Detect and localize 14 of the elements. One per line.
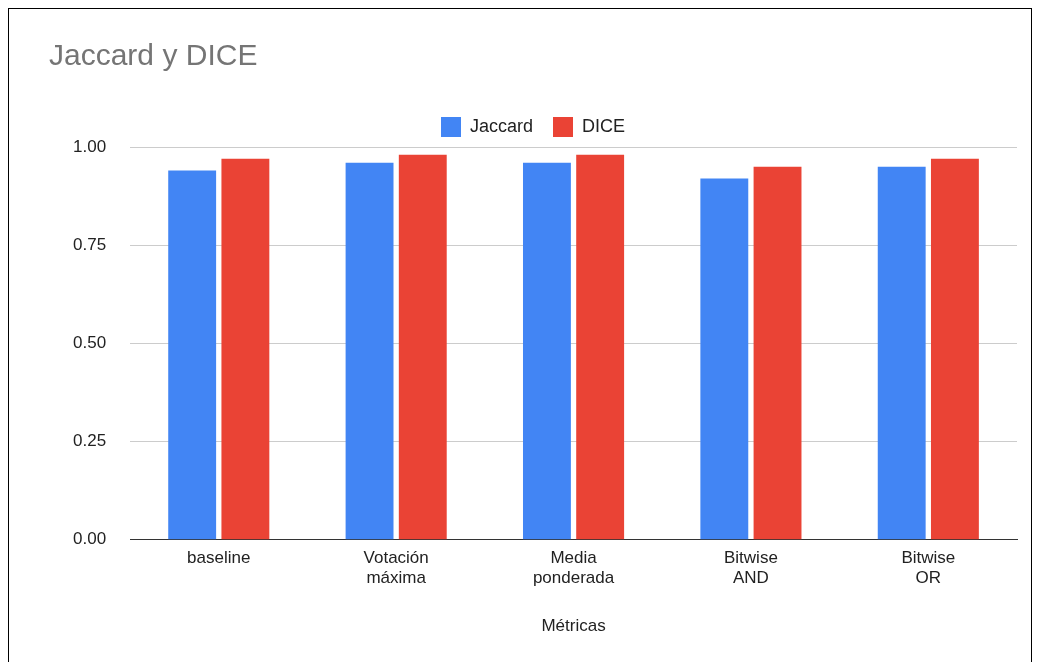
y-tick-label: 0.50 [72, 333, 107, 353]
x-tick-label: Bitwise OR [901, 547, 956, 588]
x-tick-label: baseline [187, 547, 251, 567]
y-tick-label: 0.75 [72, 234, 107, 254]
y-tick-label: 0.00 [72, 529, 107, 549]
x-tick-label: Bitwise AND [724, 547, 778, 588]
y-tick-label: 1.00 [72, 136, 107, 156]
x-tick-label: Votación máxima [363, 547, 429, 588]
legend-label: Jaccard [469, 115, 534, 136]
chart-title: Jaccard y DICE [49, 38, 258, 72]
legend-label: DICE [582, 115, 626, 136]
y-tick-label: 0.25 [72, 431, 107, 451]
x-tick-label: Media ponderada [532, 547, 615, 588]
x-axis-title: Métricas [541, 616, 606, 636]
